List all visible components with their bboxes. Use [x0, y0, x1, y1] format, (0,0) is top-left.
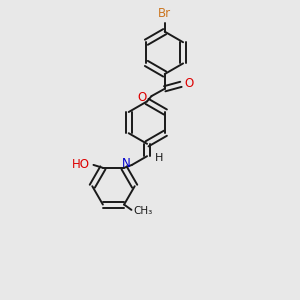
Text: O: O [185, 77, 194, 90]
Text: CH₃: CH₃ [133, 206, 152, 216]
Text: Br: Br [158, 8, 171, 20]
Text: N: N [122, 157, 130, 170]
Text: HO: HO [72, 158, 90, 171]
Text: H: H [154, 153, 163, 163]
Text: O: O [138, 91, 147, 104]
